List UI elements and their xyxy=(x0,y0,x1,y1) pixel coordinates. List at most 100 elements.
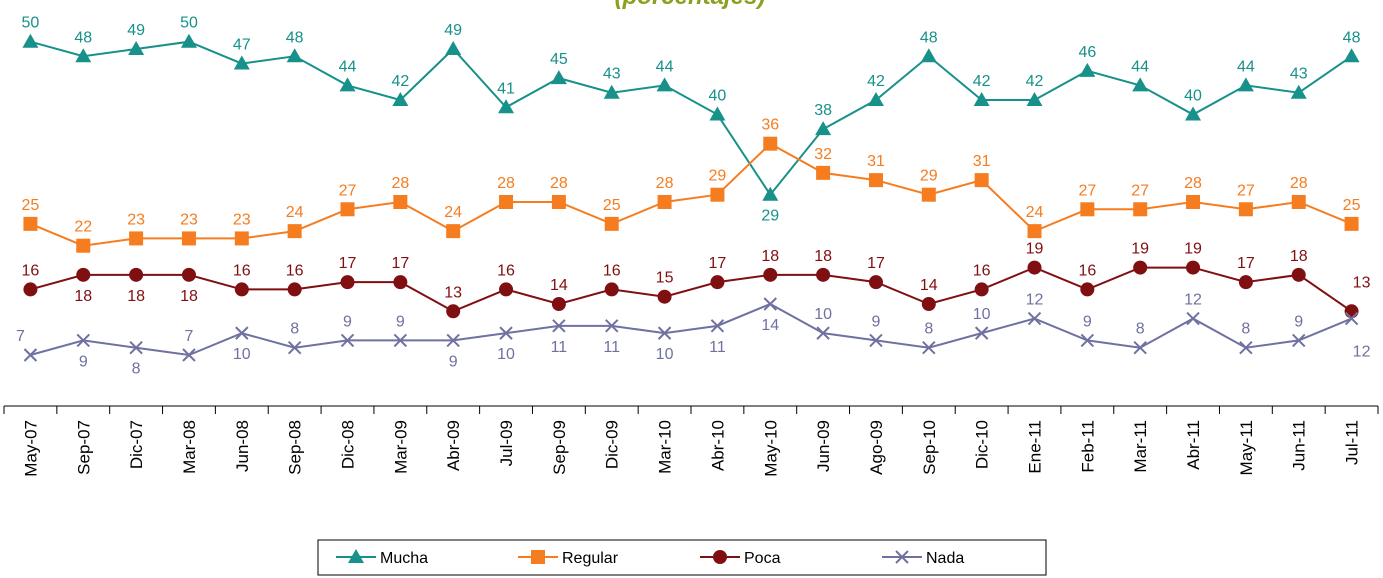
marker xyxy=(498,99,515,114)
marker xyxy=(1186,194,1201,209)
data-label: 16 xyxy=(286,262,304,279)
data-label: 7 xyxy=(16,328,25,345)
data-label: 42 xyxy=(867,73,885,90)
legend-marker xyxy=(895,550,909,564)
marker xyxy=(393,275,408,290)
data-label: 40 xyxy=(1184,88,1202,105)
marker xyxy=(1080,202,1095,217)
data-label: 28 xyxy=(1290,175,1308,192)
marker xyxy=(710,187,725,202)
data-label: 44 xyxy=(339,58,357,75)
data-label: 42 xyxy=(973,73,991,90)
data-label: 43 xyxy=(1290,66,1308,83)
data-label: 17 xyxy=(1237,255,1255,272)
marker xyxy=(1027,260,1042,275)
marker xyxy=(551,296,566,311)
data-label: 10 xyxy=(656,346,674,363)
data-label: 48 xyxy=(920,29,938,46)
data-label: 38 xyxy=(814,102,832,119)
series-line xyxy=(30,142,1352,247)
marker xyxy=(340,202,355,217)
marker xyxy=(233,55,250,70)
data-label: 13 xyxy=(444,284,462,301)
marker xyxy=(499,282,514,297)
data-label: 8 xyxy=(1241,321,1250,338)
marker xyxy=(340,333,355,348)
x-tick-label: Abr-11 xyxy=(1184,420,1203,470)
marker xyxy=(816,267,831,282)
marker xyxy=(1185,106,1202,121)
marker xyxy=(1291,194,1306,209)
x-tick-label: Dic-08 xyxy=(339,420,358,469)
data-label: 12 xyxy=(1353,344,1371,361)
data-label: 48 xyxy=(286,29,304,46)
data-label: 17 xyxy=(709,255,727,272)
marker xyxy=(1027,224,1042,239)
marker xyxy=(234,282,249,297)
data-label: 48 xyxy=(74,29,92,46)
marker xyxy=(604,216,619,231)
data-label: 9 xyxy=(343,313,352,330)
x-tick-label: May-07 xyxy=(21,420,40,477)
marker xyxy=(1344,304,1359,319)
marker xyxy=(128,40,145,55)
x-tick-label: Jul-11 xyxy=(1343,420,1362,465)
data-label: 14 xyxy=(920,277,938,294)
marker xyxy=(392,91,409,106)
marker xyxy=(182,348,196,362)
data-label: 50 xyxy=(180,15,198,32)
data-label: 12 xyxy=(1026,292,1044,309)
marker xyxy=(868,173,883,188)
data-label: 25 xyxy=(22,197,40,214)
x-tick-label: Sep-10 xyxy=(920,420,939,475)
legend-box xyxy=(317,539,1047,576)
x-tick-label: Jun-08 xyxy=(233,420,252,472)
data-label: 17 xyxy=(339,255,357,272)
data-label: 31 xyxy=(867,153,885,170)
data-label: 28 xyxy=(656,175,674,192)
data-label: 28 xyxy=(1184,175,1202,192)
marker xyxy=(921,296,936,311)
data-label: 19 xyxy=(1184,241,1202,258)
x-tick-label: Mar-09 xyxy=(391,420,410,474)
data-label: 10 xyxy=(973,306,991,323)
marker xyxy=(339,77,356,92)
marker xyxy=(922,341,936,355)
marker xyxy=(1238,275,1253,290)
marker xyxy=(1133,202,1148,217)
marker xyxy=(75,48,92,63)
marker xyxy=(868,275,883,290)
marker xyxy=(1026,91,1043,106)
data-label: 43 xyxy=(603,66,621,83)
data-label: 18 xyxy=(761,248,779,265)
marker xyxy=(446,333,460,348)
data-label: 10 xyxy=(814,306,832,323)
marker xyxy=(603,84,620,99)
data-label: 9 xyxy=(396,313,405,330)
data-label: 7 xyxy=(185,328,194,345)
marker xyxy=(550,70,567,85)
data-label: 28 xyxy=(391,175,409,192)
x-tick-label: Sep-07 xyxy=(74,420,93,475)
data-label: 12 xyxy=(1184,292,1202,309)
marker xyxy=(869,333,883,348)
data-label: 27 xyxy=(1078,182,1096,199)
data-label: 16 xyxy=(1078,262,1096,279)
marker xyxy=(552,319,566,333)
data-label: 27 xyxy=(1131,182,1149,199)
marker xyxy=(656,77,673,92)
marker xyxy=(1186,311,1200,326)
marker xyxy=(816,326,830,340)
legend-label: Mucha xyxy=(380,550,428,567)
data-label: 24 xyxy=(1026,204,1044,221)
data-label: 28 xyxy=(550,175,568,192)
data-label: 22 xyxy=(74,219,92,236)
marker xyxy=(551,194,566,209)
series-line xyxy=(30,302,1352,357)
data-label: 9 xyxy=(1294,313,1303,330)
data-label: 49 xyxy=(444,22,462,39)
data-label: 50 xyxy=(22,15,40,32)
x-tick-label: Dic-07 xyxy=(127,420,146,469)
marker xyxy=(287,341,302,355)
